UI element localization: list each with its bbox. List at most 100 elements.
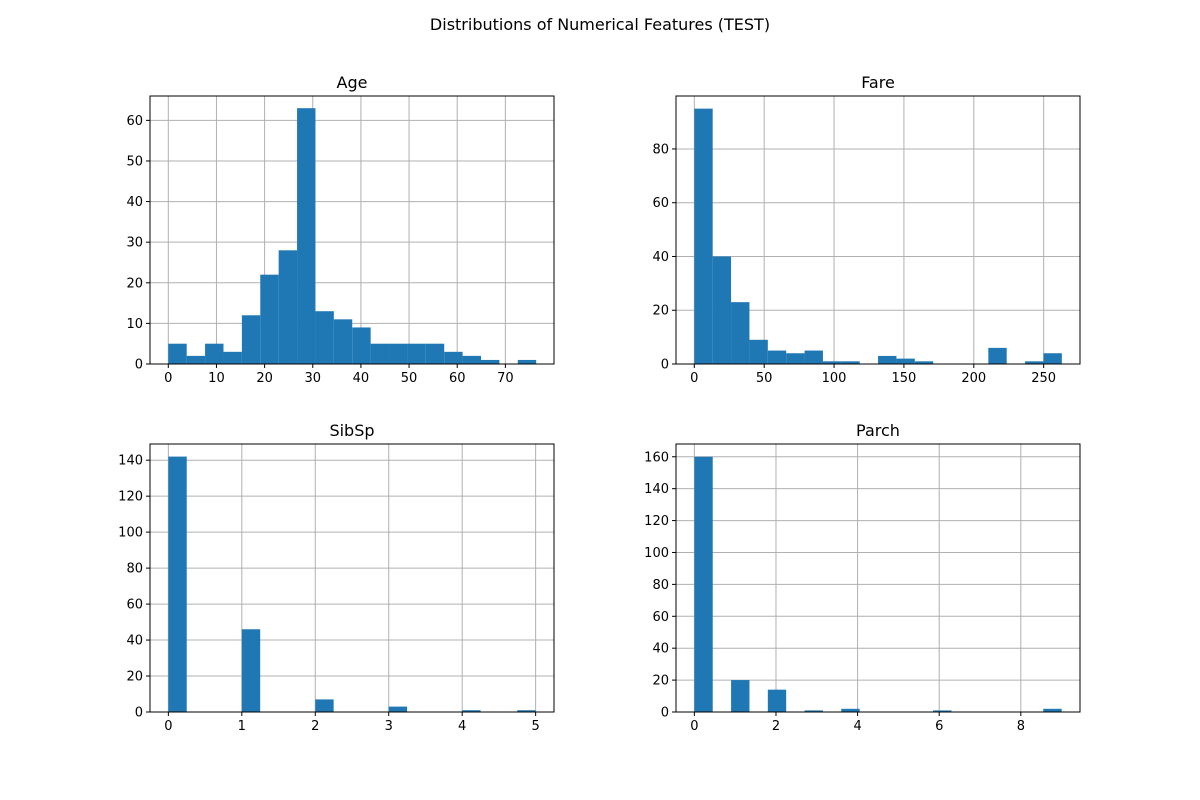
sibsp-bar	[462, 710, 481, 712]
sibsp-bar	[388, 706, 408, 712]
sibsp-x-tick-label: 1	[238, 719, 246, 734]
age-x-tick-label: 50	[401, 371, 418, 386]
parch-y-tick-label: 0	[661, 706, 669, 721]
age-bar	[260, 274, 279, 364]
parch-y-tick-label: 20	[652, 674, 669, 689]
age-bar	[278, 250, 298, 364]
parch-bar	[804, 710, 823, 712]
age-x-tick-label: 20	[256, 371, 273, 386]
parch-subplot-title: Parch	[856, 421, 900, 440]
sibsp-y-tick-label: 120	[118, 490, 143, 505]
sibsp-x-tick-label: 0	[164, 719, 172, 734]
fare-subplot-title: Fare	[861, 73, 895, 92]
age-bar	[205, 343, 224, 364]
age-x-tick-label: 0	[164, 371, 172, 386]
age-subplot-title: Age	[337, 73, 368, 92]
fare-bar	[1043, 353, 1062, 364]
sibsp-y-tick-label: 140	[118, 454, 143, 469]
parch-y-tick-label: 100	[644, 546, 669, 561]
sibsp-y-tick-label: 0	[135, 706, 143, 721]
parch-x-tick-label: 8	[1017, 719, 1025, 734]
fare-y-tick-label: 20	[652, 304, 669, 319]
fare-x-tick-label: 150	[892, 371, 917, 386]
sibsp-bar	[517, 710, 536, 712]
fare-x-tick-label: 0	[690, 371, 698, 386]
parch-bar	[694, 456, 713, 712]
sibsp-y-tick-label: 80	[126, 562, 143, 577]
fare-y-tick-label: 0	[661, 358, 669, 373]
age-bar	[444, 351, 463, 364]
parch-x-tick-label: 4	[853, 719, 861, 734]
fare-bar	[712, 256, 732, 364]
age-y-tick-label: 30	[126, 236, 143, 251]
fare-x-tick-label: 50	[756, 371, 773, 386]
age-bar	[407, 343, 426, 364]
figure-suptitle: Distributions of Numerical Features (TES…	[430, 15, 770, 34]
age-bar	[462, 355, 482, 364]
age-bar	[241, 315, 261, 364]
age-bar	[168, 343, 187, 364]
sibsp-y-tick-label: 40	[126, 634, 143, 649]
fare-y-tick-label: 40	[652, 250, 669, 265]
parch-bar	[731, 680, 750, 712]
fare-bar	[1025, 361, 1044, 364]
fare-bar	[804, 350, 823, 364]
fare-bar	[786, 353, 805, 364]
age-x-tick-label: 10	[208, 371, 225, 386]
sibsp-x-tick-label: 2	[311, 719, 319, 734]
age-bar	[223, 351, 242, 364]
sibsp-y-tick-label: 100	[118, 526, 143, 541]
age-bar	[333, 319, 353, 364]
age-bar	[389, 343, 408, 364]
sibsp-bar	[241, 629, 261, 712]
fare-y-tick-label: 60	[652, 196, 669, 211]
age-y-tick-label: 10	[126, 317, 143, 332]
parch-bar	[841, 708, 860, 712]
fare-bar	[694, 108, 713, 364]
parch-x-tick-label: 0	[690, 719, 698, 734]
parch-y-tick-label: 60	[652, 610, 669, 625]
fare-axes-frame	[675, 95, 1081, 365]
sibsp-axes-frame	[149, 443, 555, 713]
age-bar	[517, 359, 537, 364]
fare-bar	[841, 361, 860, 364]
fare-bar	[914, 361, 934, 364]
age-x-tick-label: 40	[353, 371, 370, 386]
age-bar	[352, 327, 371, 364]
fare-y-tick-label: 80	[652, 142, 669, 157]
parch-bar	[1043, 708, 1062, 712]
age-histogram: 0 10 20 30 40 50 60 70 0 10 20 30 40 50 60 Age	[126, 73, 555, 386]
fare-x-tick-label: 200	[961, 371, 986, 386]
age-bar	[425, 343, 445, 364]
sibsp-bar	[315, 699, 334, 712]
age-x-tick-label: 70	[497, 371, 514, 386]
age-x-tick-label: 60	[449, 371, 466, 386]
parch-y-tick-label: 140	[644, 482, 669, 497]
age-y-tick-label: 20	[126, 276, 143, 291]
parch-x-tick-label: 2	[772, 719, 780, 734]
fare-bar	[878, 355, 897, 364]
sibsp-x-tick-label: 4	[458, 719, 466, 734]
parch-y-tick-label: 40	[652, 642, 669, 657]
fare-bar	[896, 358, 915, 364]
sibsp-bar	[168, 456, 187, 712]
age-y-tick-label: 60	[126, 114, 143, 129]
fare-x-tick-label: 100	[822, 371, 847, 386]
age-y-tick-label: 0	[135, 358, 143, 373]
fare-x-tick-label: 250	[1031, 371, 1056, 386]
age-y-tick-label: 50	[126, 154, 143, 169]
sibsp-y-tick-label: 60	[126, 598, 143, 613]
sibsp-histogram: 0 1 2 3 4 5 0 20 40 60 80 100 120 140 SibSp	[118, 421, 555, 734]
age-y-tick-label: 40	[126, 195, 143, 210]
age-bar	[297, 108, 316, 364]
age-x-tick-label: 30	[304, 371, 321, 386]
sibsp-y-tick-label: 20	[126, 670, 143, 685]
fare-histogram: 0 50 100 150 200 250 0 20 40 60 80 Fare	[652, 73, 1081, 386]
fare-bar	[988, 347, 1007, 364]
sibsp-subplot-title: SibSp	[329, 421, 374, 440]
parch-axes-frame	[675, 443, 1081, 713]
fare-bar	[731, 302, 750, 364]
